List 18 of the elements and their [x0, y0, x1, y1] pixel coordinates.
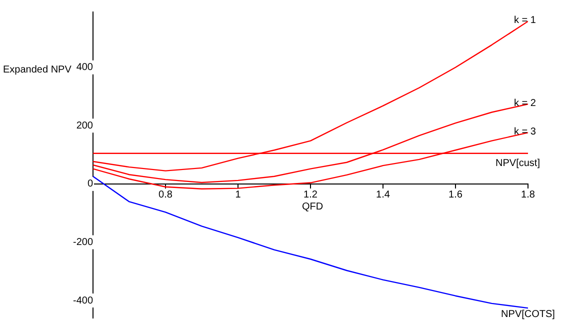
x-axis-title: QFD — [302, 202, 324, 213]
x-tick-label: 1.4 — [376, 190, 390, 201]
y-tick-label: 0 — [87, 178, 94, 190]
x-tick-label: 1 — [235, 190, 242, 201]
x-tick-label: 0.8 — [158, 190, 173, 201]
series-label: NPV[COTS] — [501, 308, 556, 320]
x-tick-label: 1.6 — [448, 190, 463, 201]
y-tick-label: -200 — [72, 236, 94, 248]
y-tick-label: -400 — [72, 295, 94, 306]
x-tick-label: 1.2 — [304, 190, 318, 201]
y-axis-title: Expanded NPV — [3, 64, 72, 76]
series-label: k = 3 — [514, 126, 536, 138]
y-tick-label: 400 — [76, 62, 94, 74]
series-label: k = 2 — [514, 98, 536, 109]
ref-line-label: NPV[cust] — [496, 158, 540, 170]
y-tick-label: 200 — [76, 120, 94, 132]
x-tick-label: 1.8 — [521, 190, 536, 201]
series-label: k = 1 — [514, 15, 536, 26]
